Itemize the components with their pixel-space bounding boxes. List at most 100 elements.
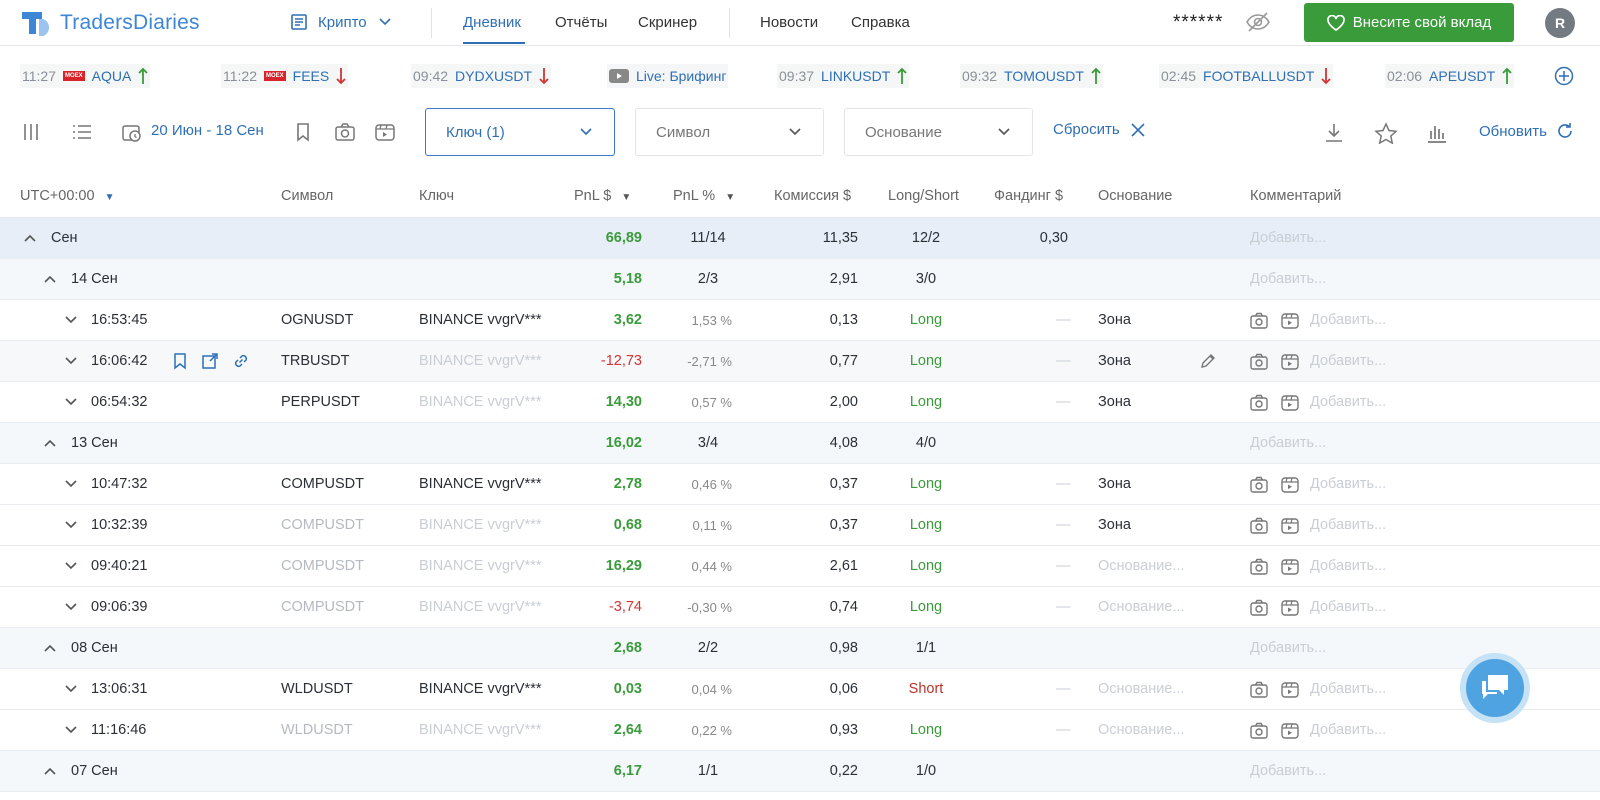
sort-down-icon[interactable]: ▼ <box>725 192 736 203</box>
date-range-picker[interactable]: 20 Июн - 18 Сен <box>151 122 264 139</box>
col-commission[interactable]: Комиссия $ <box>774 188 852 204</box>
day-group-row[interactable]: 14 Сен 5,18 2/3 2,91 3/0 Добавить... <box>0 259 1600 300</box>
ticker-item[interactable]: 11:22 MOEX FEES <box>221 64 349 88</box>
symbol-filter-dropdown[interactable]: Символ <box>635 108 824 156</box>
screenshot-camera-icon[interactable] <box>1249 557 1269 577</box>
list-view-icon[interactable] <box>71 122 93 142</box>
ticker-item[interactable]: 09:37 LINKUSDT <box>777 64 910 88</box>
col-symbol[interactable]: Символ <box>281 188 334 204</box>
screenshot-camera-icon[interactable] <box>1249 475 1269 495</box>
bookmark-icon[interactable] <box>173 352 187 370</box>
logo[interactable]: TradersDiaries <box>20 10 200 36</box>
trade-symbol[interactable]: WLDUSDT <box>281 722 353 738</box>
table-row[interactable]: 09:06:39 COMPUSDT BINANCE vvgrV*** -3,74 -0,… <box>0 587 1600 628</box>
reset-filters-button[interactable]: Сбросить <box>1053 121 1146 138</box>
comment-input[interactable]: Добавить... <box>1250 763 1327 779</box>
trade-symbol[interactable]: COMPUSDT <box>281 476 364 492</box>
comment-input[interactable]: Добавить... <box>1250 230 1327 246</box>
video-icon[interactable] <box>1280 311 1300 331</box>
basis-filter-dropdown[interactable]: Основание <box>844 108 1033 156</box>
ticker-item[interactable]: 02:45 FOOTBALLUSDT <box>1159 64 1334 88</box>
screenshot-camera-icon[interactable] <box>1249 516 1269 536</box>
trade-symbol[interactable]: PERPUSDT <box>281 394 360 410</box>
comment-input[interactable]: Добавить... <box>1310 558 1387 574</box>
video-icon[interactable] <box>1280 557 1300 577</box>
col-time[interactable]: UTC+00:00 ▼ <box>20 188 115 204</box>
ticker-item[interactable]: 02:06 APEUSDT <box>1385 64 1515 88</box>
ticker-live-item[interactable]: Live: Брифинг <box>607 64 729 88</box>
expand-chevron-down-icon[interactable] <box>63 517 79 533</box>
comment-input[interactable]: Добавить... <box>1310 394 1387 410</box>
sort-down-icon[interactable]: ▼ <box>104 192 115 203</box>
chart-bars-icon[interactable] <box>1426 122 1448 144</box>
screenshot-camera-icon[interactable] <box>1249 352 1269 372</box>
edit-pencil-icon[interactable] <box>1199 352 1217 370</box>
day-group-row[interactable]: 13 Сен 16,02 3/4 4,08 4/0 Добавить... <box>0 423 1600 464</box>
basis-value[interactable]: Зона <box>1098 312 1131 328</box>
col-pnl-pct[interactable]: PnL % ▼ <box>673 188 735 204</box>
table-row[interactable]: 16:53:45 OGNUSDT BINANCE vvgrV*** 3,62 1,53 … <box>0 300 1600 341</box>
chat-support-button[interactable] <box>1460 653 1530 723</box>
collapse-chevron-up-icon[interactable] <box>42 763 58 779</box>
video-icon[interactable] <box>1280 721 1300 741</box>
comment-input[interactable]: Добавить... <box>1250 271 1327 287</box>
nav-screener[interactable]: Скринер <box>638 14 698 31</box>
video-icon[interactable] <box>1280 680 1300 700</box>
sort-down-icon[interactable]: ▼ <box>621 192 632 203</box>
comment-input[interactable]: Добавить... <box>1310 312 1387 328</box>
day-group-row[interactable]: 08 Сен 2,68 2/2 0,98 1/1 Добавить... <box>0 628 1600 669</box>
trade-symbol[interactable]: TRBUSDT <box>281 353 350 369</box>
comment-input[interactable]: Добавить... <box>1250 640 1327 656</box>
camera-icon[interactable] <box>334 122 356 142</box>
video-icon[interactable] <box>1280 352 1300 372</box>
comment-input[interactable]: Добавить... <box>1310 599 1387 615</box>
basis-value[interactable]: Зона <box>1098 517 1131 533</box>
eye-off-icon[interactable] <box>1245 11 1271 33</box>
col-key[interactable]: Ключ <box>419 188 455 204</box>
comment-input[interactable]: Добавить... <box>1310 353 1387 369</box>
columns-view-icon[interactable] <box>22 122 40 142</box>
basis-value[interactable]: Зона <box>1098 353 1131 369</box>
nav-news[interactable]: Новости <box>760 14 819 31</box>
expand-chevron-down-icon[interactable] <box>63 599 79 615</box>
table-row[interactable]: 11:16:46 WLDUSDT BINANCE vvgrV*** 2,64 0,22 … <box>0 710 1600 751</box>
table-row[interactable]: 06:54:32 PERPUSDT BINANCE vvgrV*** 14,30 0,5… <box>0 382 1600 423</box>
nav-help[interactable]: Справка <box>851 14 910 31</box>
trade-symbol[interactable]: COMPUSDT <box>281 517 364 533</box>
collapse-chevron-up-icon[interactable] <box>42 640 58 656</box>
expand-chevron-down-icon[interactable] <box>63 722 79 738</box>
table-row[interactable]: 10:47:32 COMPUSDT BINANCE vvgrV*** 2,78 0,46… <box>0 464 1600 505</box>
ticker-item[interactable]: 09:32 TOMOUSDT <box>960 64 1103 88</box>
add-ticker-icon[interactable] <box>1554 66 1574 86</box>
table-row[interactable]: 10:32:39 COMPUSDT BINANCE vvgrV*** 0,68 0,11… <box>0 505 1600 546</box>
screenshot-camera-icon[interactable] <box>1249 680 1269 700</box>
expand-chevron-down-icon[interactable] <box>63 312 79 328</box>
expand-chevron-down-icon[interactable] <box>63 558 79 574</box>
screenshot-camera-icon[interactable] <box>1249 721 1269 741</box>
comment-input[interactable]: Добавить... <box>1250 435 1327 451</box>
day-group-row[interactable]: 07 Сен 6,17 1/1 0,22 1/0 Добавить... <box>0 751 1600 792</box>
comment-input[interactable]: Добавить... <box>1310 517 1387 533</box>
video-icon[interactable] <box>1280 516 1300 536</box>
refresh-button[interactable]: Обновить <box>1479 121 1575 141</box>
trade-symbol[interactable]: COMPUSDT <box>281 599 364 615</box>
basis-input[interactable]: Основание... <box>1098 558 1185 574</box>
trade-symbol[interactable]: COMPUSDT <box>281 558 364 574</box>
col-long-short[interactable]: Long/Short <box>888 188 959 204</box>
basis-input[interactable]: Основание... <box>1098 599 1185 615</box>
basis-input[interactable]: Основание... <box>1098 681 1185 697</box>
market-selector[interactable]: Крипто <box>290 13 393 31</box>
video-icon[interactable] <box>1280 393 1300 413</box>
col-basis[interactable]: Основание <box>1098 188 1173 204</box>
ticker-item[interactable]: 11:27 MOEX AQUA <box>20 64 151 88</box>
download-icon[interactable] <box>1323 122 1345 144</box>
col-funding[interactable]: Фандинг $ <box>994 188 1064 204</box>
screenshot-camera-icon[interactable] <box>1249 598 1269 618</box>
table-row[interactable]: 13:06:31 WLDUSDT BINANCE vvgrV*** 0,03 0,04 … <box>0 669 1600 710</box>
video-icon[interactable] <box>374 122 396 142</box>
basis-value[interactable]: Зона <box>1098 394 1131 410</box>
link-icon[interactable] <box>232 352 250 370</box>
trade-symbol[interactable]: WLDUSDT <box>281 681 353 697</box>
col-pnl[interactable]: PnL $ ▼ <box>574 188 631 204</box>
collapse-chevron-up-icon[interactable] <box>42 271 58 287</box>
